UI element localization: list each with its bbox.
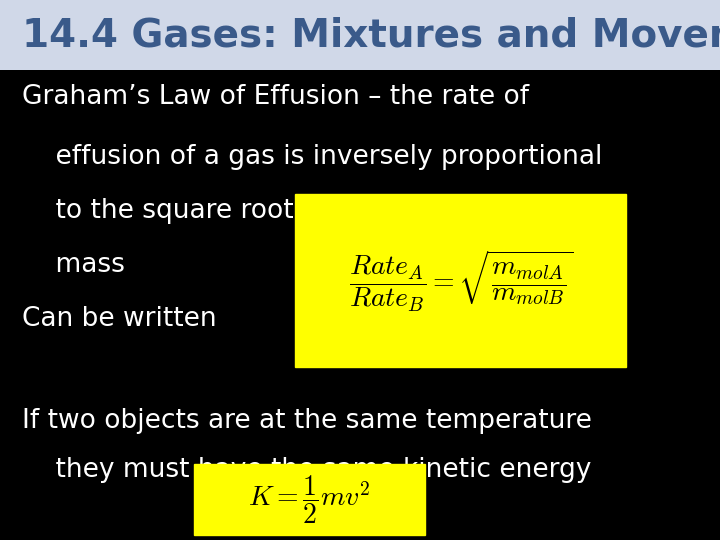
Text: to the square root of the gas’s molar: to the square root of the gas’s molar bbox=[22, 198, 541, 224]
Text: effusion of a gas is inversely proportional: effusion of a gas is inversely proportio… bbox=[22, 144, 602, 170]
Text: they must have the same kinetic energy: they must have the same kinetic energy bbox=[22, 457, 591, 483]
Text: 14.4 Gases: Mixtures and Movements: 14.4 Gases: Mixtures and Movements bbox=[22, 16, 720, 54]
Text: $\dfrac{Rate_A}{Rate_B} = \sqrt{\dfrac{m_{molA}}{m_{molB}}}$: $\dfrac{Rate_A}{Rate_B} = \sqrt{\dfrac{m… bbox=[348, 248, 573, 314]
Text: mass: mass bbox=[22, 252, 125, 278]
FancyBboxPatch shape bbox=[194, 464, 425, 535]
FancyBboxPatch shape bbox=[0, 0, 720, 70]
Text: If two objects are at the same temperature: If two objects are at the same temperatu… bbox=[22, 408, 591, 434]
Text: $K = \dfrac{1}{2}mv^2$: $K = \dfrac{1}{2}mv^2$ bbox=[248, 473, 371, 526]
FancyBboxPatch shape bbox=[295, 194, 626, 367]
Text: Graham’s Law of Effusion – the rate of: Graham’s Law of Effusion – the rate of bbox=[22, 84, 528, 110]
Text: Can be written: Can be written bbox=[22, 306, 216, 332]
